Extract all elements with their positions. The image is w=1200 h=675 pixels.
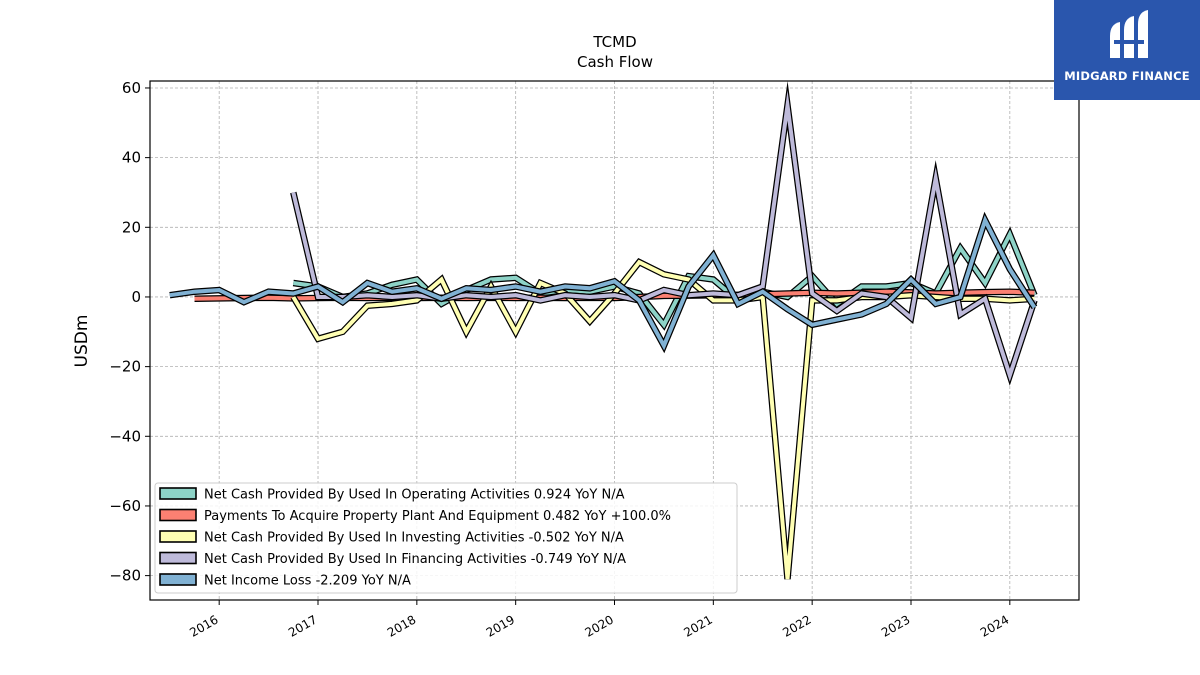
y-tick-label: 60 bbox=[122, 79, 141, 97]
x-tick-label: 2019 bbox=[484, 612, 517, 639]
legend-swatch bbox=[159, 551, 197, 565]
y-tick-label: −20 bbox=[109, 358, 141, 376]
series-line-3 bbox=[290, 80, 1038, 386]
legend-item: Net Cash Provided By Used In Investing A… bbox=[159, 530, 624, 546]
chart-subtitle: Cash Flow bbox=[577, 53, 653, 71]
series-stroke bbox=[291, 90, 1037, 382]
legend-label: Net Income Loss -2.209 YoY N/A bbox=[204, 574, 411, 589]
midgard-logo-icon bbox=[1110, 10, 1148, 58]
series-stroke bbox=[291, 259, 1035, 580]
series-stroke bbox=[169, 215, 1037, 351]
x-tick-label: 2023 bbox=[879, 612, 912, 639]
y-tick-label: 40 bbox=[122, 149, 141, 167]
series-line-2 bbox=[290, 258, 1035, 580]
legend-swatch bbox=[159, 487, 197, 500]
y-tick-label: −80 bbox=[109, 567, 141, 585]
x-tick-label: 2024 bbox=[978, 612, 1011, 639]
legend-item: Net Cash Provided By Used In Operating A… bbox=[159, 487, 625, 503]
legend-item: Net Cash Provided By Used In Financing A… bbox=[159, 551, 626, 567]
legend: Net Cash Provided By Used In Operating A… bbox=[154, 482, 738, 594]
chart-title: TCMD bbox=[592, 33, 636, 51]
x-tick-label: 2018 bbox=[385, 612, 418, 639]
x-tick-label: 2017 bbox=[286, 612, 319, 639]
x-axis-ticks: 2016 2017 2018 2019 2020 2021 2022 2023 2024 bbox=[187, 600, 1011, 640]
y-tick-label: 0 bbox=[131, 288, 141, 306]
x-tick-label: 2022 bbox=[780, 612, 813, 639]
legend-item: Payments To Acquire Property Plant And E… bbox=[159, 508, 671, 524]
legend-swatch bbox=[159, 573, 197, 586]
x-tick-label: 2016 bbox=[187, 612, 220, 639]
legend-swatch bbox=[159, 508, 197, 522]
y-axis-ticks: −80 −60 −40 −20 0 20 40 60 bbox=[109, 79, 150, 585]
brand-name: MIDGARD FINANCE bbox=[1064, 69, 1190, 83]
x-tick-label: 2020 bbox=[583, 612, 616, 639]
legend-swatch bbox=[159, 530, 197, 543]
legend-label: Net Cash Provided By Used In Operating A… bbox=[204, 488, 625, 503]
legend-label: Net Cash Provided By Used In Financing A… bbox=[204, 552, 626, 567]
y-tick-label: −40 bbox=[109, 427, 141, 445]
legend-box bbox=[154, 482, 738, 594]
y-tick-label: 20 bbox=[122, 218, 141, 236]
legend-item: Net Income Loss -2.209 YoY N/A bbox=[159, 573, 411, 589]
y-axis-label: USDm bbox=[72, 315, 92, 368]
series-line-4 bbox=[169, 211, 1038, 354]
y-tick-label: −60 bbox=[109, 497, 141, 515]
x-tick-label: 2021 bbox=[681, 612, 714, 639]
legend-label: Net Cash Provided By Used In Investing A… bbox=[204, 531, 624, 546]
brand-logo: MIDGARD FINANCE bbox=[1054, 0, 1200, 100]
legend-label: Payments To Acquire Property Plant And E… bbox=[204, 509, 671, 524]
series-lines bbox=[169, 80, 1038, 580]
